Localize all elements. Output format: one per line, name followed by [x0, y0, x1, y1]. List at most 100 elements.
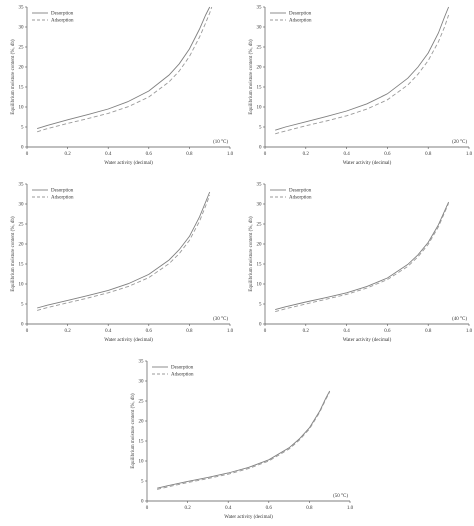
y-tick-label: 35: [19, 6, 25, 11]
legend-label-desorption: Desorption: [289, 12, 312, 17]
y-axis-label: Equilibrium moisture content (%, db): [131, 393, 136, 468]
y-tick-label: 15: [19, 86, 25, 91]
x-tick-label: 0.2: [303, 152, 310, 157]
temperature-label: (10 °C): [213, 140, 228, 145]
y-tick-label: 5: [259, 126, 262, 131]
desorption-curve: [275, 201, 450, 311]
x-tick-label: 0.4: [343, 329, 350, 334]
x-tick-label: 0.8: [186, 152, 193, 157]
desorption-curve: [37, 191, 211, 309]
y-tick-label: 10: [19, 283, 25, 288]
y-tick-label: 15: [139, 440, 145, 445]
y-tick-label: 25: [19, 223, 25, 228]
y-tick-label: 25: [257, 46, 263, 51]
y-tick-label: 5: [21, 126, 24, 131]
y-tick-label: 35: [139, 360, 145, 365]
y-tick-label: 25: [139, 400, 145, 405]
y-tick-label: 35: [257, 6, 263, 11]
y-tick-label: 20: [139, 420, 145, 425]
y-tick-label: 15: [19, 263, 25, 268]
x-tick-label: 0.4: [343, 152, 350, 157]
x-tick-label: 0.6: [384, 329, 391, 334]
y-tick-label: 10: [257, 283, 263, 288]
x-axis-label: Water activity (decimal): [104, 338, 153, 343]
adsorption-curve: [275, 14, 450, 135]
x-tick-label: 0.8: [425, 152, 432, 157]
adsorption-curve: [157, 391, 331, 490]
x-tick-label: 0.6: [146, 329, 153, 334]
y-tick-label: 5: [141, 480, 144, 485]
x-tick-label: 0.8: [186, 329, 193, 334]
temperature-label: (20 °C): [452, 140, 467, 145]
x-tick-label: 0.8: [306, 506, 313, 511]
chart-panel-2: 0 5 10 15 20 25 30 35 0 0.2 0.4 0.6 0.8 1.0 Water acti…: [249, 6, 473, 166]
x-tick-label: 0: [146, 506, 149, 511]
x-tick-label: 0: [26, 152, 29, 157]
legend: Desorption Adsorption: [270, 189, 312, 201]
legend-label-desorption: Desorption: [171, 366, 194, 371]
x-tick-label: 1.0: [227, 329, 234, 334]
legend: Desorption Adsorption: [152, 366, 194, 378]
legend-label-desorption: Desorption: [51, 12, 74, 17]
y-tick-label: 30: [257, 26, 263, 31]
y-tick-label: 0: [21, 323, 24, 328]
legend-label-adsorption: Adsorption: [51, 196, 74, 201]
temperature-label: (30 °C): [213, 317, 228, 322]
y-tick-label: 15: [257, 86, 263, 91]
y-tick-label: 20: [19, 243, 25, 248]
y-tick-label: 25: [257, 223, 263, 228]
y-tick-label: 10: [139, 460, 145, 465]
x-tick-label: 0: [264, 152, 267, 157]
y-tick-label: 35: [257, 183, 263, 188]
x-axis-label: Water activity (decimal): [343, 338, 392, 343]
x-tick-label: 0.8: [425, 329, 432, 334]
x-tick-label: 1.0: [466, 152, 473, 157]
x-tick-label: 1.0: [466, 329, 473, 334]
y-tick-label: 15: [257, 263, 263, 268]
chart-panel-1: 0 5 10 15 20 25 30 35 0 0.2 0.4 0.6 0.8 1.0 Water acti…: [11, 6, 234, 166]
x-tick-label: 0.2: [64, 329, 71, 334]
y-axis-label: Equilibrium moisture content (%, db): [11, 216, 16, 291]
y-tick-label: 20: [19, 66, 25, 71]
x-tick-label: 0.2: [64, 152, 71, 157]
x-tick-label: 1.0: [347, 506, 354, 511]
y-tick-label: 30: [19, 26, 25, 31]
y-axis-label: Equilibrium moisture content (%, db): [249, 39, 254, 114]
y-tick-label: 10: [19, 106, 25, 111]
x-tick-label: 0.4: [105, 329, 112, 334]
temperature-label: (50 °C): [333, 494, 348, 499]
desorption-curve: [275, 6, 450, 131]
y-axis-label: Equilibrium moisture content (%, db): [11, 39, 16, 114]
x-tick-label: 0.6: [266, 506, 273, 511]
y-tick-label: 0: [141, 500, 144, 505]
legend-label-desorption: Desorption: [289, 189, 312, 194]
y-tick-label: 30: [257, 203, 263, 208]
legend: Desorption Adsorption: [270, 12, 312, 24]
y-axis-label: Equilibrium moisture content (%, db): [249, 216, 254, 291]
x-tick-label: 0: [26, 329, 29, 334]
y-tick-label: 20: [257, 66, 263, 71]
x-axis-label: Water activity (decimal): [224, 515, 273, 520]
temperature-label: (40 °C): [452, 317, 467, 322]
x-tick-label: 0.2: [303, 329, 310, 334]
x-tick-label: 0: [264, 329, 267, 334]
legend-label-desorption: Desorption: [51, 189, 74, 194]
adsorption-curve: [37, 6, 213, 133]
legend-label-adsorption: Adsorption: [289, 19, 312, 24]
y-tick-label: 25: [19, 46, 25, 51]
chart-panel-5: 0 5 10 15 20 25 30 35 0 0.2 0.4 0.6 0.8 1.0 Water acti…: [131, 360, 354, 520]
y-tick-label: 35: [19, 183, 25, 188]
chart-panel-4: 0 5 10 15 20 25 30 35 0 0.2 0.4 0.6 0.8 1.0 Water acti…: [249, 183, 473, 343]
desorption-curve: [157, 390, 331, 489]
x-axis-label: Water activity (decimal): [104, 161, 153, 166]
y-tick-label: 0: [259, 323, 262, 328]
legend-label-adsorption: Adsorption: [51, 19, 74, 24]
legend: Desorption Adsorption: [32, 12, 74, 24]
adsorption-curve: [37, 195, 211, 311]
y-tick-label: 30: [19, 203, 25, 208]
legend-label-adsorption: Adsorption: [289, 196, 312, 201]
chart-panel-3: 0 5 10 15 20 25 30 35 0 0.2 0.4 0.6 0.8 1.0 Water acti…: [11, 183, 234, 343]
x-tick-label: 0.2: [184, 506, 191, 511]
desorption-curve: [37, 6, 211, 130]
